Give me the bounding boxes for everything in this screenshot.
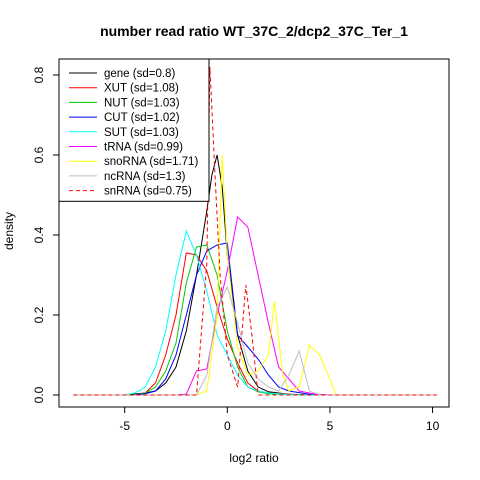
y-tick-label: 0.8 [32,66,46,83]
y-tick-label: 0.0 [32,386,46,403]
plot-area [73,66,437,396]
legend: gene (sd=0.8) XUT (sd=1.08) NUT (sd=1.03) C… [58,58,210,202]
series-line-4 [73,229,437,396]
legend-label: gene (sd=0.8) [104,68,175,80]
legend-label: XUT (sd=1.08) [104,83,179,95]
x-axis: -5 0 5 10 [119,407,440,433]
legend-label: SUT (sd=1.03) [104,127,179,139]
chart-title: number read ratio WT_37C_2/dcp2_37C_Ter_… [100,23,408,39]
x-axis-label: log2 ratio [229,451,279,465]
y-tick-label: 0.4 [32,226,46,243]
legend-label: ncRNA (sd=1.3) [104,171,186,183]
legend-label: NUT (sd=1.03) [104,97,180,109]
series-line-6 [73,154,437,396]
y-axis-label: density [2,212,16,250]
series-line-8 [73,66,437,396]
x-tick-label: 10 [426,419,440,433]
series-line-3 [73,242,437,396]
series-line-5 [73,215,437,396]
series-line-7 [73,285,437,396]
legend-box [58,58,210,202]
plot-frame [58,58,450,408]
x-tick-label: 0 [224,419,231,433]
legend-label: CUT (sd=1.02) [104,112,180,124]
legend-label: snoRNA (sd=1.71) [104,156,198,168]
y-axis: 0.0 0.2 0.4 0.6 0.8 [32,66,59,403]
x-tick-label: 5 [327,419,334,433]
y-tick-label: 0.2 [32,306,46,323]
x-tick-label: -5 [119,419,130,433]
y-tick-label: 0.6 [32,146,46,163]
legend-label: tRNA (sd=0.99) [104,142,183,154]
legend-label: snRNA (sd=0.75) [104,186,192,198]
